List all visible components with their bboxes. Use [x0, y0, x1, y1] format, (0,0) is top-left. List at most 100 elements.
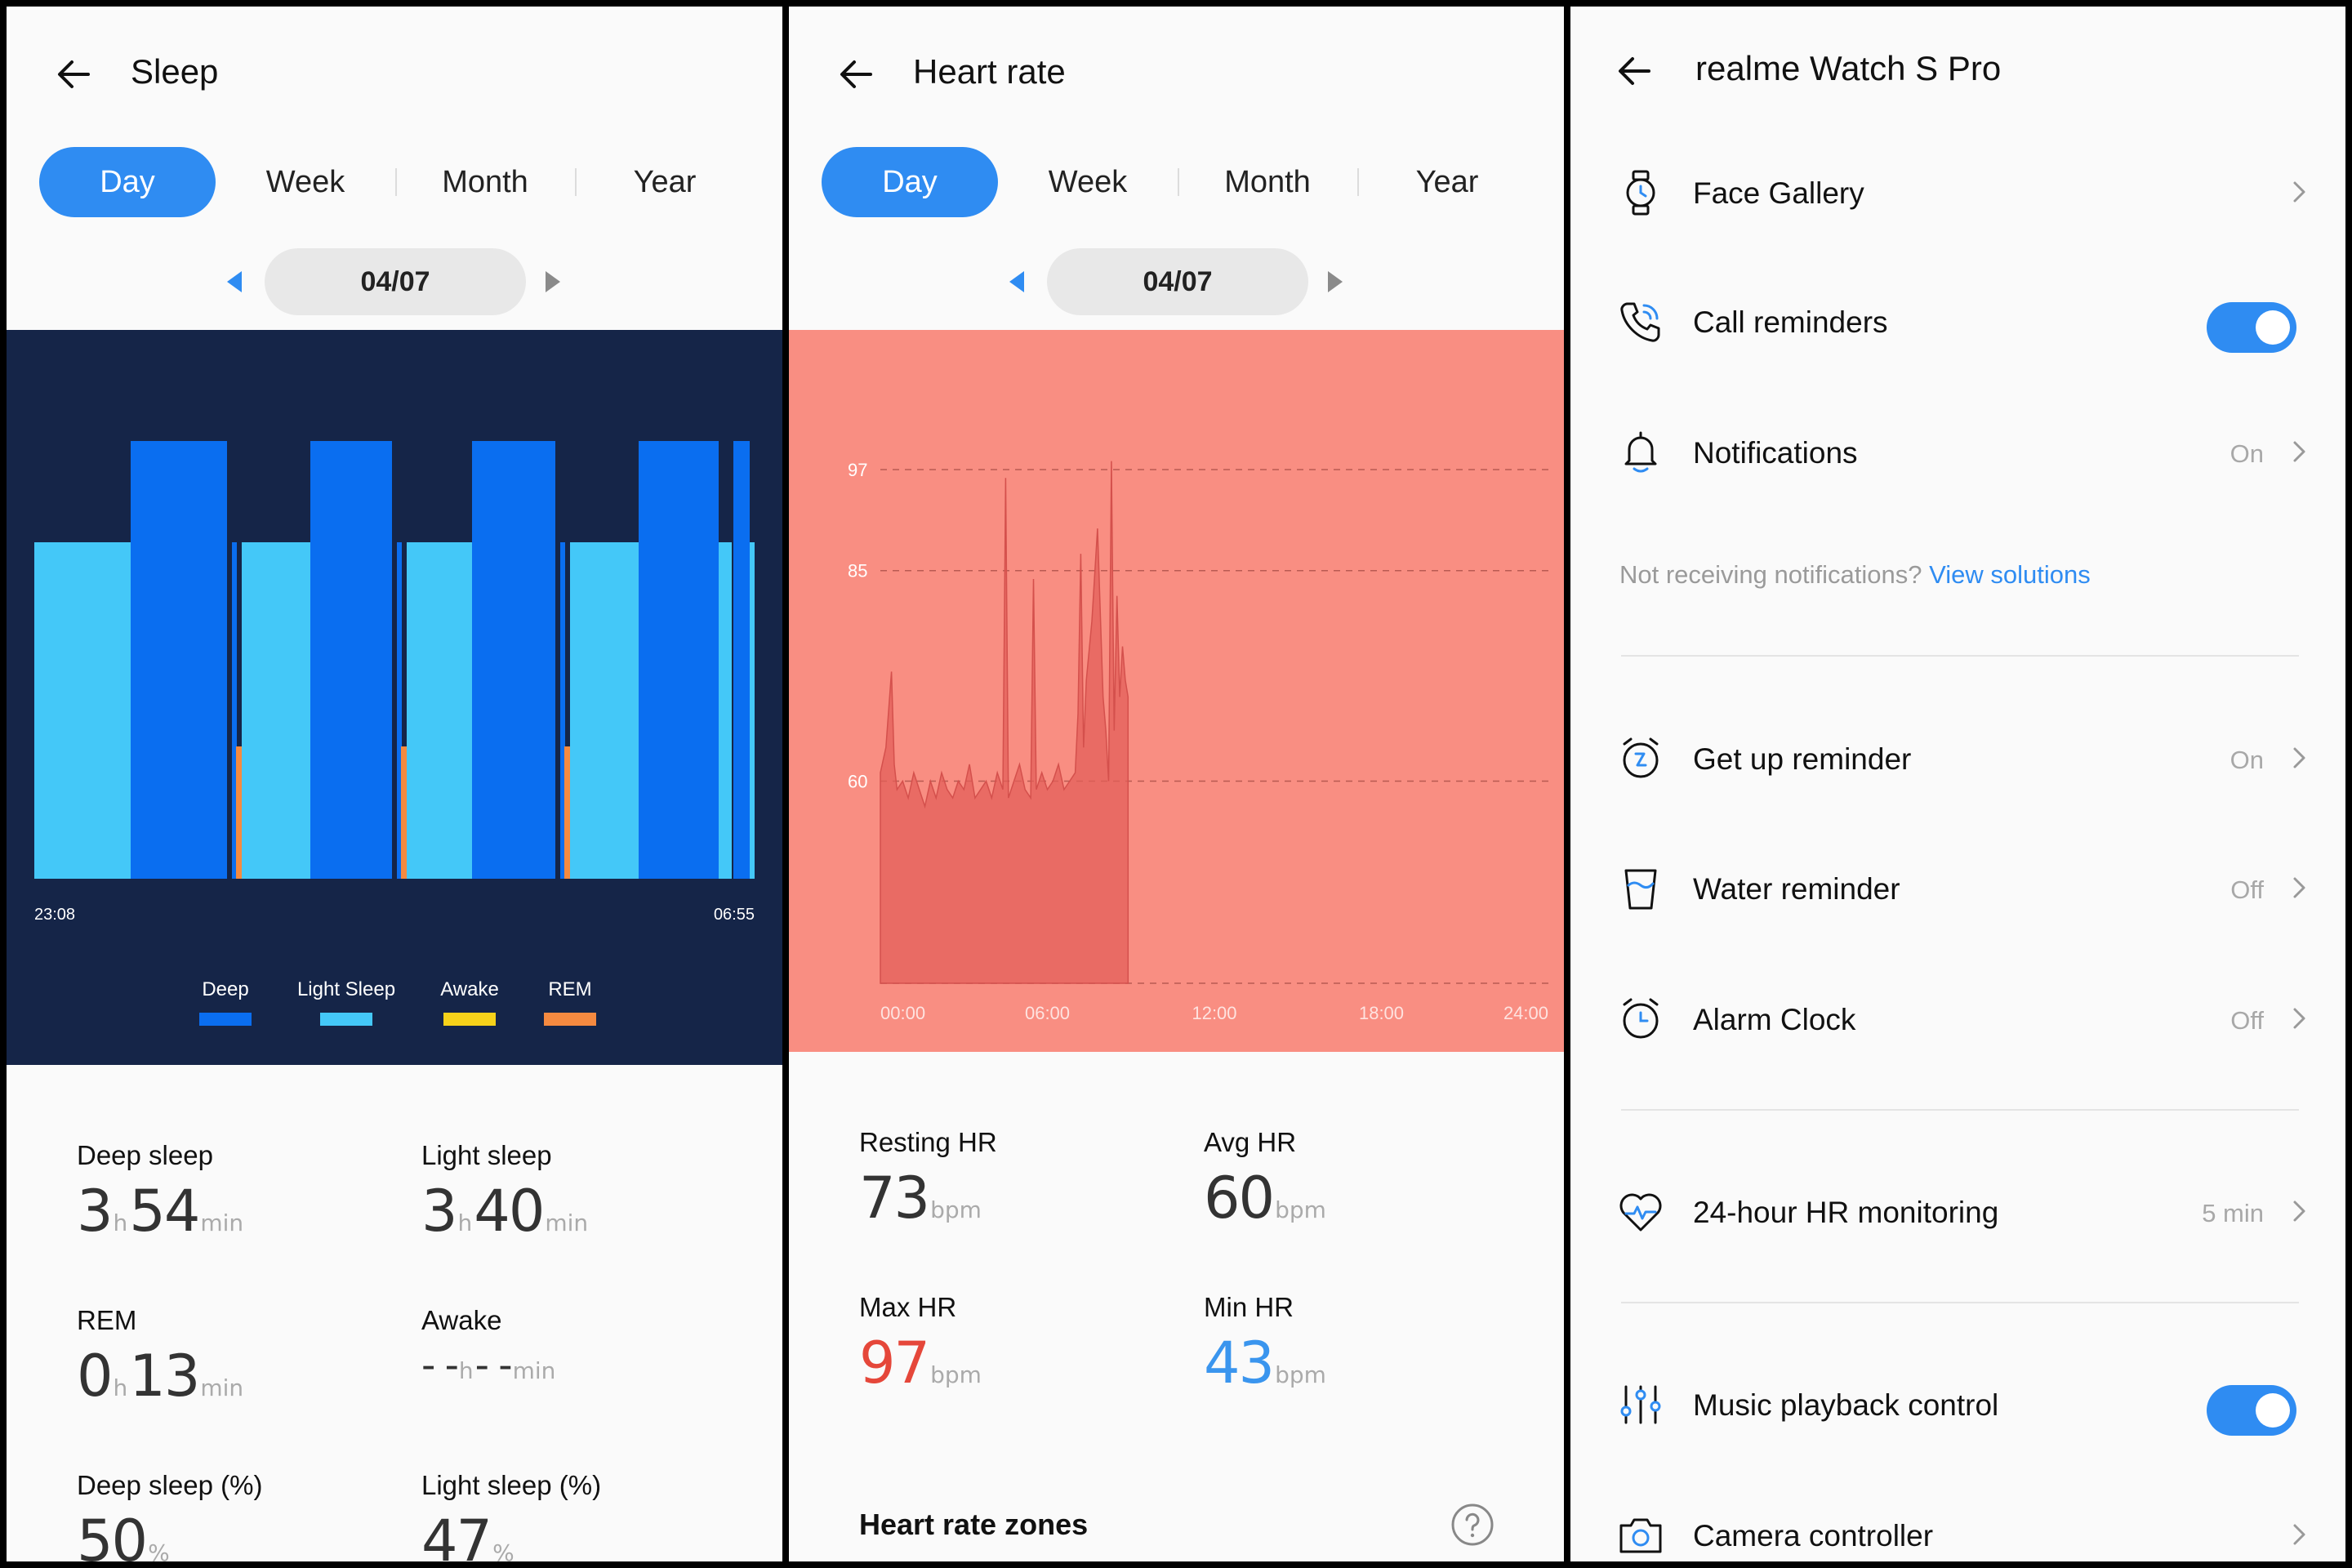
row-value: Off [2230, 875, 2264, 904]
hr-value: 43 [1204, 1330, 1275, 1396]
tab-month[interactable]: Month [442, 165, 528, 199]
stat-label: REM [77, 1305, 137, 1335]
tab-divider [1178, 168, 1179, 196]
legend-label: Light Sleep [296, 978, 396, 1000]
start-time-label: 23:08 [34, 906, 75, 924]
stat-label: Light sleep [421, 1140, 552, 1170]
hours-value: 3 [421, 1178, 458, 1245]
date-navigator: 04/07 [789, 248, 1564, 315]
water-reminder-row[interactable]: Water reminder Off [1570, 843, 2345, 933]
tab-divider [1357, 168, 1359, 196]
max-hr-stat: Max HR 97bpm [859, 1292, 983, 1396]
tab-month[interactable]: Month [1224, 165, 1311, 199]
legend-light-sleep: Light Sleep [281, 978, 412, 1026]
stat-value: 47% [421, 1508, 601, 1561]
prev-date-arrow-icon[interactable] [1009, 271, 1024, 292]
deep-sleep-bar [560, 542, 565, 879]
hr-value: 60 [1204, 1165, 1275, 1232]
hint-text: Not receiving notifications? [1619, 560, 1922, 589]
deep-sleep-bar [131, 441, 227, 879]
percent-unit: % [148, 1539, 170, 1561]
chevron-right-icon [2293, 441, 2305, 462]
sleep-header: Sleep [7, 7, 782, 129]
percent-value: 50 [77, 1508, 148, 1561]
date-selector[interactable]: 04/07 [265, 248, 526, 315]
row-value: On [2230, 439, 2264, 468]
stat-label: Max HR [859, 1292, 957, 1322]
percent-unit: % [492, 1539, 514, 1561]
next-date-arrow-icon[interactable] [546, 271, 560, 292]
call-reminders-toggle[interactable] [2207, 302, 2296, 353]
tab-week[interactable]: Week [1048, 165, 1128, 199]
hours-unit: h [458, 1357, 474, 1384]
tab-year[interactable]: Year [633, 165, 697, 199]
stat-value: 97bpm [859, 1330, 983, 1396]
help-icon[interactable] [1450, 1503, 1494, 1547]
chevron-right-icon [2293, 747, 2305, 768]
view-solutions-link[interactable]: View solutions [1929, 560, 2091, 589]
heart-rate-plot: 60 85 97 00:00 06:00 12:00 18:00 24:00 [789, 330, 1564, 1052]
back-arrow-icon[interactable] [47, 46, 105, 103]
music-control-toggle[interactable] [2207, 1385, 2296, 1436]
light-sleep-bar [407, 542, 483, 879]
heart-rate-series [880, 461, 1129, 984]
chevron-right-icon [2293, 877, 2305, 898]
stat-label: Light sleep (%) [421, 1470, 602, 1500]
row-label: Camera controller [1693, 1519, 1934, 1552]
alarm-clock-row[interactable]: Alarm Clock Off [1570, 973, 2345, 1063]
face-gallery-row[interactable]: Face Gallery [1570, 147, 2345, 237]
section-divider [1621, 1109, 2299, 1111]
hours-unit: h [113, 1374, 128, 1401]
stat-value: 0h13min [77, 1343, 245, 1410]
stat-value: 3h40min [421, 1178, 590, 1245]
rem-bar [236, 746, 242, 879]
section-divider [1621, 1302, 2299, 1303]
row-label: Call reminders [1693, 305, 1888, 339]
next-date-arrow-icon[interactable] [1328, 271, 1343, 292]
stat-label: Avg HR [1204, 1127, 1297, 1157]
watch-icon [1626, 170, 1655, 216]
hours-unit: h [457, 1209, 473, 1236]
alarm-reminder-icon [1623, 737, 1659, 778]
call-reminders-row: Call reminders [1570, 276, 2345, 366]
deep-sleep-bar [472, 441, 555, 879]
prev-date-arrow-icon[interactable] [227, 271, 242, 292]
camera-icon [1619, 1518, 1662, 1553]
notifications-row[interactable]: Notifications On [1570, 407, 2345, 497]
back-arrow-icon[interactable] [1608, 42, 1665, 100]
music-control-row: Music playback control [1570, 1359, 2345, 1449]
tab-day[interactable]: Day [39, 147, 216, 217]
tab-year[interactable]: Year [1415, 165, 1479, 199]
deep-sleep-percent-stat: Deep sleep (%) 50% [77, 1470, 262, 1561]
y-tick-label: 85 [848, 561, 867, 581]
tab-day[interactable]: Day [822, 147, 998, 217]
tab-divider [395, 168, 397, 196]
deep-sleep-bar [310, 441, 392, 879]
hours-value: 3 [77, 1178, 114, 1245]
camera-controller-row[interactable]: Camera controller [1570, 1490, 2345, 1561]
y-tick-label: 97 [848, 460, 867, 480]
legend-rem: REM [529, 978, 611, 1026]
chevron-right-icon [2293, 1008, 2305, 1029]
hr-monitoring-row[interactable]: 24-hour HR monitoring 5 min [1570, 1166, 2345, 1256]
toggle-knob [2256, 310, 2290, 345]
heart-rate-screen: Heart rate Day Week Month Year 04/07 60 8… [789, 7, 1564, 1561]
tab-week[interactable]: Week [265, 165, 345, 199]
legend-swatch [544, 1013, 596, 1026]
alarm-clock-icon [1623, 998, 1659, 1039]
light-sleep-bar [242, 542, 317, 879]
legend-label: Deep [202, 978, 249, 1000]
light-sleep-bar [570, 542, 639, 879]
back-arrow-icon[interactable] [830, 46, 887, 103]
rem-bar [564, 746, 570, 879]
light-sleep-bar [34, 542, 131, 879]
row-label: Get up reminder [1693, 742, 1912, 776]
get-up-reminder-row[interactable]: Get up reminder On [1570, 713, 2345, 803]
sleep-screen: Sleep Day Week Month Year 04/07 [7, 7, 782, 1561]
date-selector[interactable]: 04/07 [1047, 248, 1308, 315]
sleep-stage-chart: 23:08 06:55 [7, 330, 782, 1065]
stat-value: 43bpm [1204, 1330, 1328, 1396]
heart-rate-chart: 60 85 97 00:00 06:00 12:00 18:00 24:00 [789, 330, 1564, 1052]
stat-value: 50% [77, 1508, 262, 1561]
stat-value: 3h54min [77, 1178, 245, 1245]
